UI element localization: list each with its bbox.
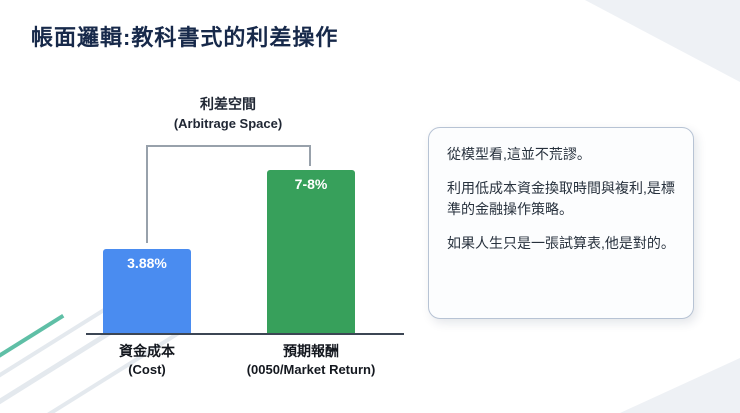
note-paragraph-3: 如果人生只是一張試算表,他是對的。: [447, 235, 675, 251]
x-axis-label-cost-line2: (Cost): [128, 362, 166, 377]
note-paragraph-2: 利用低成本資金換取時間與複利,是標準的金融操作策略。: [447, 180, 675, 217]
x-axis-label-cost: 資金成本 (Cost): [67, 341, 227, 377]
annotation-line1: 利差空間: [200, 96, 256, 112]
x-axis-line: [86, 333, 404, 335]
note-paragraph-1: 從模型看,這並不荒謬。: [447, 146, 591, 162]
chart-annotation: 利差空間 (Arbitrage Space): [128, 94, 328, 131]
bracket-left-line: [146, 145, 148, 243]
note-card: 從模型看,這並不荒謬。 利用低成本資金換取時間與複利,是標準的金融操作策略。 如…: [428, 127, 694, 319]
bar-return-value-label: 7-8%: [294, 176, 328, 192]
slide-title: 帳面邏輯:教科書式的利差操作: [31, 25, 339, 50]
x-axis-label-cost-line1: 資金成本: [119, 343, 175, 359]
bar-cost-value-label: 3.88%: [127, 255, 167, 271]
annotation-line2: (Arbitrage Space): [173, 116, 283, 131]
bracket-horizontal-line: [146, 145, 311, 147]
bracket-right-line: [309, 145, 311, 166]
x-axis-label-return-line2: (0050/Market Return): [246, 362, 376, 377]
bar-expected-return: 7-8%: [267, 170, 355, 333]
bar-cost: 3.88%: [103, 249, 191, 333]
x-axis-label-return: 預期報酬 (0050/Market Return): [221, 341, 401, 377]
x-axis-label-return-line1: 預期報酬: [283, 343, 339, 359]
